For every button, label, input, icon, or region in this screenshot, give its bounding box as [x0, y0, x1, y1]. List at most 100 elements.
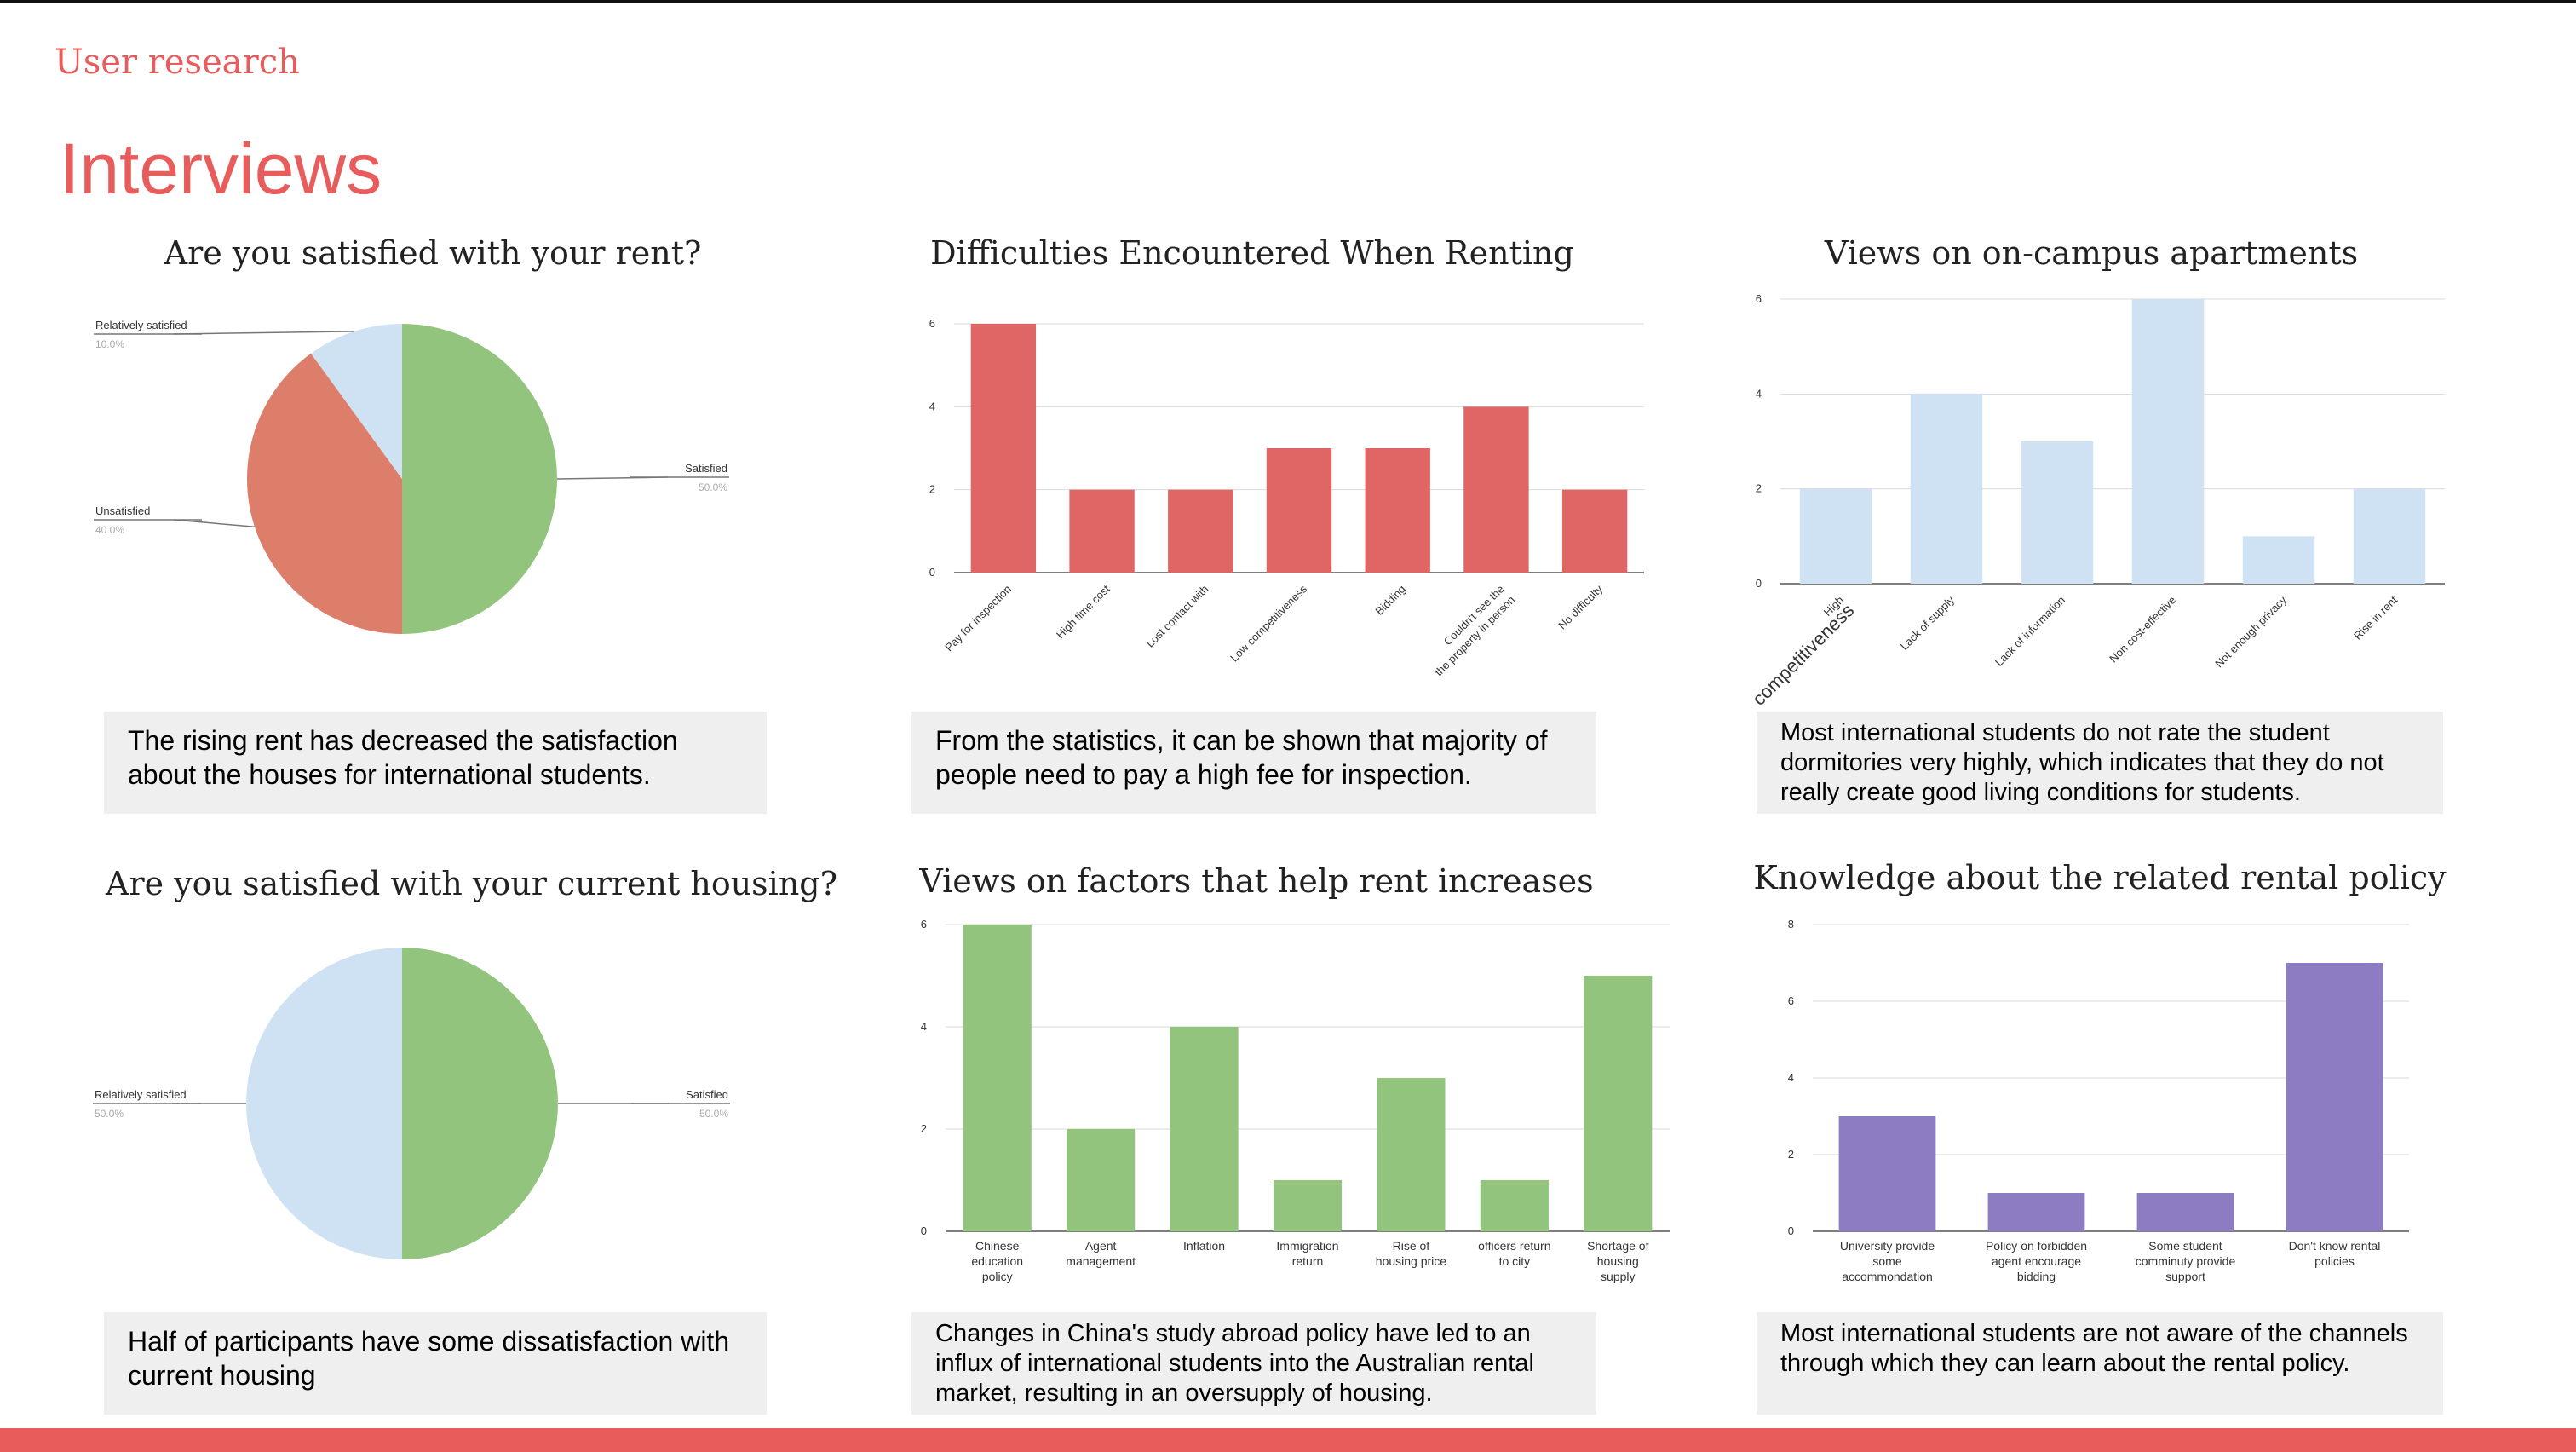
pie-label: Satisfied: [685, 462, 727, 475]
pie-label: Satisfied: [686, 1088, 728, 1101]
pie-slice-satisfied: [402, 324, 557, 634]
chart-title-housing-satisfaction: Are you satisfied with your current hous…: [106, 865, 838, 902]
bar-svg: 0 2 4 6 Pay for inspection High time cost Lost…: [929, 317, 1644, 679]
y-tick-label: 2: [921, 1122, 927, 1135]
bar-some-student: [2136, 1193, 2234, 1231]
bar-lost-contact-with: [1168, 489, 1233, 573]
x-tick-label: Some student comminuty provide support: [2136, 1239, 2236, 1283]
note-rent-increase-factors: Changes in China's study abroad policy h…: [911, 1312, 1596, 1415]
pie-percent-label: 50.0%: [699, 481, 727, 493]
bar-pay-for-inspection: [970, 324, 1037, 573]
pie-percent-label: 50.0%: [95, 1108, 124, 1120]
y-tick-label: 6: [1756, 292, 1762, 305]
x-tick-label: officers return to city: [1478, 1239, 1550, 1268]
bar-agent: [1067, 1129, 1136, 1231]
pie-slice-unsatisfied: [247, 353, 402, 634]
bar-lack-of-information: [2021, 441, 2094, 584]
x-tick-label: Don't know rental policies: [2289, 1239, 2381, 1268]
bar-no-difficulty: [1561, 489, 1628, 573]
x-tick-label: Rise in rent: [2351, 593, 2400, 642]
bottom-accent-bar: [0, 1428, 2576, 1452]
bar-officers-return: [1480, 1180, 1549, 1231]
x-tick-label: Highcompetitiveness: [1742, 594, 1858, 710]
note-rent-satisfaction: The rising rent has decreased the satisf…: [104, 712, 767, 814]
pie-slice-relatively-satisfied: [311, 324, 402, 479]
x-tick-label: High time cost: [1054, 582, 1113, 641]
y-tick-label: 6: [929, 317, 935, 330]
x-tick-label: Non cost-effective: [2107, 594, 2178, 666]
y-tick-label: 4: [929, 400, 935, 412]
pie-percent-label: 10.0%: [95, 338, 124, 350]
note-campus-apartments: Most international students do not rate …: [1757, 712, 2443, 814]
y-tick-label: 4: [1788, 1071, 1794, 1084]
bar-don-t-know-rental: [2286, 963, 2383, 1231]
pie-label: Relatively satisfied: [95, 319, 187, 331]
y-tick-label: 4: [921, 1020, 927, 1033]
y-tick-label: 2: [1756, 482, 1762, 495]
pie-slice-relatively-satisfied: [246, 948, 402, 1259]
bar-high: [1799, 488, 1872, 584]
pie-label: Unsatisfied: [95, 504, 150, 517]
x-tick-label: Low competitiveness: [1228, 582, 1309, 664]
bar-shortage-of: [1584, 976, 1653, 1231]
page-title: Interviews: [60, 129, 382, 209]
y-tick-label: 8: [1788, 918, 1794, 931]
bar-svg: 0 2 4 6 8 University provide some accommondatio…: [1788, 918, 2409, 1283]
bar-rise-in-rent: [2353, 488, 2426, 584]
x-tick-label: Pay for inspection: [942, 583, 1014, 654]
pie-chart-housing-satisfaction: Satisfied 50.0% Relatively satisfied 50.0%: [93, 937, 730, 1278]
bar-policy-on-forbidden: [1987, 1193, 2085, 1231]
bar-low-competitiveness: [1266, 448, 1332, 573]
chart-title-renting-difficulties: Difficulties Encountered When Renting: [930, 234, 1574, 272]
top-border: [0, 0, 2576, 3]
pie-percent-label: 40.0%: [95, 524, 124, 536]
x-tick-label: Couldn't see thethe property in person: [1422, 583, 1518, 679]
section-label: User research: [55, 43, 300, 82]
x-tick-label: Immigration return: [1276, 1239, 1338, 1268]
chart-title-rent-increase-factors: Views on factors that help rent increase…: [919, 862, 1594, 900]
x-tick-label: No difficulty: [1555, 582, 1605, 631]
pie-slice-satisfied: [402, 948, 558, 1259]
x-tick-label: Lack of information: [1992, 594, 2067, 669]
bar-couldn-t-see-the: [1463, 406, 1529, 573]
bar-svg: 0 2 4 6 Chinese education policy Agent managemen…: [921, 918, 1670, 1283]
x-tick-label: Policy on forbidden agent encourage biddin…: [1986, 1239, 2087, 1283]
bar-chinese: [963, 925, 1032, 1231]
bar-inflation: [1170, 1027, 1239, 1231]
x-tick-label: Not enough privacy: [2212, 593, 2289, 670]
bar-chart-rental-policy: 0 2 4 6 8 University provide some accommondatio…: [1772, 916, 2487, 1291]
bar-chart-renting-difficulties: 0 2 4 6 Pay for inspection High time cost Lost…: [903, 307, 1653, 682]
x-tick-label: Agent management: [1066, 1239, 1136, 1268]
y-tick-label: 0: [929, 566, 935, 579]
pie-svg: Satisfied 50.0% Relatively satisfied 50.0%: [93, 948, 730, 1259]
x-tick-label: Lack of supply: [1898, 593, 1958, 653]
bar-lack-of-supply: [1910, 394, 1983, 584]
bar-chart-campus-apartments: 0 2 4 6 Highcompetitiveness Lack of supply Lac…: [1738, 290, 2445, 710]
pie-leader-line: [173, 331, 354, 335]
bar-rise-of: [1377, 1078, 1446, 1231]
bar-immigration: [1273, 1180, 1343, 1231]
x-tick-label: Inflation: [1183, 1239, 1225, 1253]
y-tick-label: 0: [1756, 577, 1762, 590]
y-tick-label: 2: [1788, 1148, 1794, 1161]
x-tick-label: Lost contact with: [1143, 583, 1210, 650]
x-tick-label: Shortage of housing supply: [1587, 1239, 1648, 1283]
y-tick-label: 4: [1756, 387, 1762, 400]
bar-non-cost-effective: [2131, 299, 2205, 584]
note-rental-policy: Most international students are not awar…: [1757, 1312, 2443, 1415]
chart-title-rental-policy: Knowledge about the related rental polic…: [1753, 859, 2447, 896]
pie-label: Relatively satisfied: [95, 1088, 187, 1101]
bar-university-provide: [1838, 1116, 1936, 1231]
pie-percent-label: 50.0%: [699, 1108, 728, 1120]
pie-svg: Satisfied 50.0% Unsatisfied 40.0% Relatively…: [94, 319, 729, 634]
bar-chart-rent-increase-factors: 0 2 4 6 Chinese education policy Agent managemen…: [903, 916, 1670, 1291]
bar-not-enough-privacy: [2242, 536, 2315, 584]
y-tick-label: 6: [921, 918, 927, 931]
x-tick-label: Bidding: [1373, 583, 1408, 618]
y-tick-label: 0: [921, 1224, 927, 1237]
y-tick-label: 0: [1788, 1224, 1794, 1237]
note-housing-satisfaction: Half of participants have some dissatisf…: [104, 1312, 767, 1415]
chart-title-rent-satisfaction: Are you satisfied with your rent?: [164, 234, 702, 272]
x-tick-label: Chinese education policy: [971, 1239, 1023, 1283]
